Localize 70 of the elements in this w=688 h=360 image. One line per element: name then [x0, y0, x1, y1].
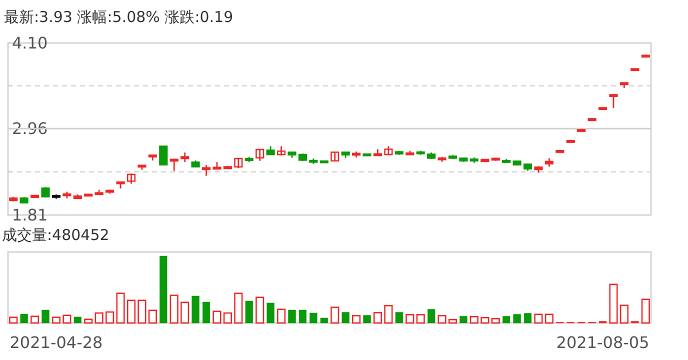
- bar: [544, 314, 554, 324]
- bar: [310, 312, 318, 324]
- bar: [52, 316, 61, 324]
- bar: [266, 302, 274, 324]
- candlestick: [202, 164, 211, 176]
- bar: [30, 316, 40, 324]
- bar: [395, 312, 403, 324]
- bar: [20, 314, 28, 324]
- bar: [352, 315, 361, 324]
- bar: [406, 314, 414, 324]
- bar: [9, 316, 18, 324]
- bar: [170, 294, 178, 324]
- bar: [491, 318, 500, 324]
- bar: [342, 312, 350, 324]
- title: 成交量:480452: [2, 226, 110, 244]
- bar: [94, 312, 104, 324]
- candlestick: [180, 152, 190, 163]
- bar: [138, 300, 146, 324]
- bar: [330, 306, 340, 324]
- bar: [160, 256, 168, 324]
- y-tick-label: 4.10: [12, 34, 48, 52]
- bar: [192, 296, 200, 324]
- bar: [62, 314, 72, 324]
- bar: [416, 314, 425, 324]
- candlestick: [276, 146, 286, 156]
- candlestick: [256, 148, 264, 162]
- bar: [641, 298, 650, 324]
- candlestick: [41, 186, 50, 198]
- bar: [513, 314, 521, 324]
- x-tick-label: 2021-04-28: [10, 333, 103, 352]
- bar: [256, 296, 264, 324]
- candlestick: [159, 146, 168, 166]
- bar: [74, 316, 82, 324]
- bar: [106, 311, 114, 324]
- bar: [276, 308, 286, 324]
- bar: [116, 292, 125, 324]
- y-tick-label: 1.81: [12, 206, 48, 224]
- bar: [320, 318, 328, 324]
- bar: [234, 292, 243, 324]
- bar: [373, 312, 382, 324]
- bar: [84, 318, 93, 324]
- bar: [534, 314, 543, 324]
- bar: [448, 319, 458, 324]
- candlestick: [126, 172, 136, 184]
- bar: [470, 316, 478, 324]
- candlestick: [170, 158, 178, 172]
- bar: [363, 315, 371, 324]
- bar: [609, 284, 618, 324]
- bar: [480, 316, 490, 324]
- candlestick: [234, 158, 243, 169]
- bar: [42, 310, 50, 324]
- bar: [524, 313, 532, 324]
- candlestick: [609, 94, 618, 109]
- bar: [180, 302, 190, 324]
- bar: [384, 304, 393, 324]
- bar: [428, 309, 436, 324]
- bar: [245, 300, 253, 324]
- title: 最新:3.93 涨幅:5.08% 涨跌:0.19: [4, 8, 234, 26]
- bar: [620, 304, 628, 324]
- bar: [298, 310, 306, 324]
- bar: [148, 310, 157, 324]
- bar: [460, 316, 468, 324]
- x-tick-label: 2021-08-05: [556, 333, 650, 352]
- bar: [126, 300, 136, 324]
- bar: [502, 316, 510, 324]
- bar: [212, 310, 222, 324]
- bar: [288, 310, 296, 324]
- bar: [438, 315, 446, 324]
- bar: [223, 312, 232, 324]
- bar: [202, 302, 210, 324]
